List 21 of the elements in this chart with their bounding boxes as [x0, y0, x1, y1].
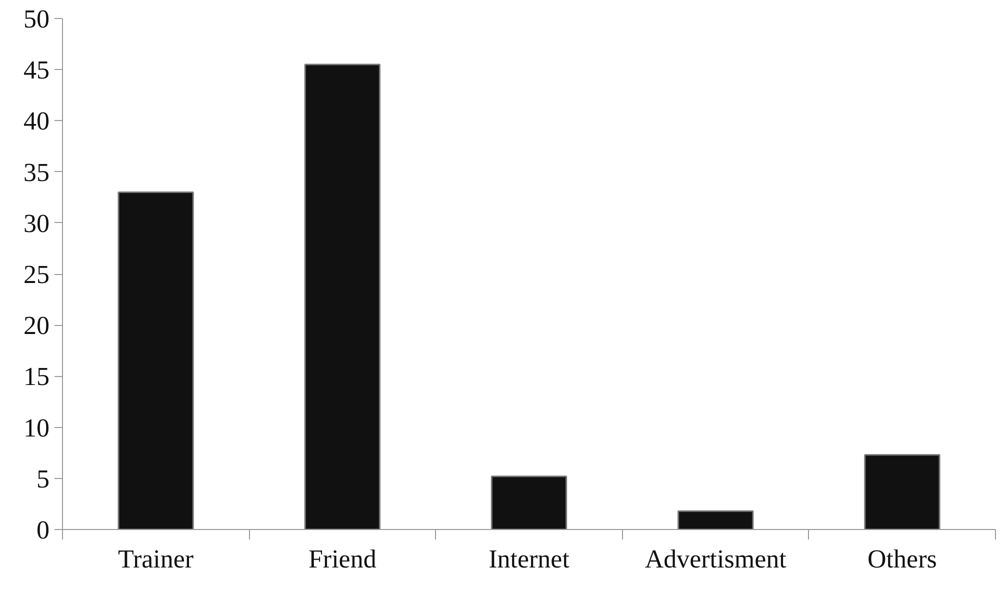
x-tick-label: Friend: [308, 544, 376, 574]
bar: [304, 64, 380, 530]
bar: [118, 191, 194, 530]
y-tick-label: 50: [24, 4, 50, 34]
y-tick-label: 20: [24, 311, 50, 340]
bar: [864, 454, 940, 530]
x-tick-label: Others: [868, 544, 937, 574]
x-tick-label: Internet: [488, 544, 570, 574]
bar: [678, 510, 754, 530]
y-tick-label: 35: [24, 158, 50, 187]
y-tick-label: 45: [24, 56, 50, 85]
y-tick-label: 15: [24, 362, 50, 392]
bar: [490, 476, 568, 530]
x-tick-label: Trainer: [118, 544, 194, 574]
y-tick-label: 0: [36, 516, 50, 544]
y-tick-label: 5: [36, 464, 50, 494]
y-tick-label: 40: [24, 106, 50, 136]
y-tick-label: 25: [24, 260, 50, 289]
y-tick-label: 10: [24, 413, 50, 442]
x-tick-label: Advertisment: [644, 544, 788, 574]
y-tick-label: 30: [24, 208, 50, 238]
